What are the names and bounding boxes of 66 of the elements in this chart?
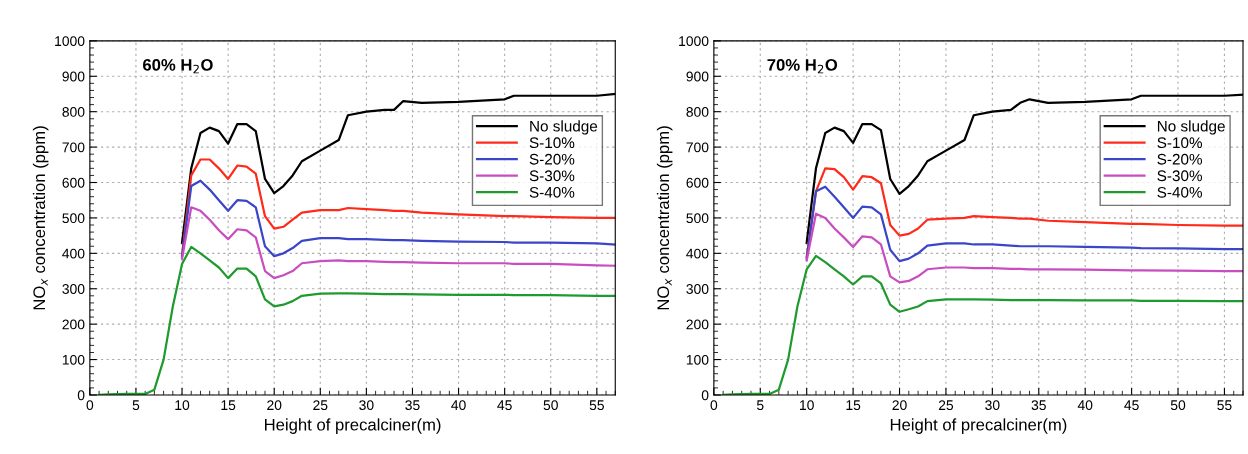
legend-label: S-20% (1157, 153, 1203, 165)
x-tick-label: 45 (497, 400, 512, 411)
x-tick-label: 15 (846, 400, 861, 411)
legend-label: S-10% (1157, 137, 1203, 149)
legend-label: S-40% (1157, 186, 1203, 198)
y-tick-label: 100 (686, 354, 709, 365)
x-axis-title: Height of precalciner(m) (890, 418, 1067, 434)
y-tick-label: 700 (686, 142, 709, 153)
y-tick-label: 1000 (679, 36, 709, 47)
line-series (805, 167, 1244, 258)
legend-label: S-30% (1157, 170, 1203, 182)
legend-label: S-10% (529, 137, 575, 149)
y-tick-label: 700 (62, 142, 85, 153)
y-tick-label: 600 (686, 177, 709, 188)
y-tick-label: 400 (62, 248, 85, 259)
y-tick-label: 1000 (55, 36, 85, 47)
y-axis-title: NO$_{x}$ concentration (ppm) (656, 126, 673, 310)
y-tick-label: 300 (686, 284, 709, 294)
x-tick-label: 5 (132, 400, 140, 411)
x-tick-label: 30 (359, 400, 374, 411)
annotation: 60% H$_{2}$O (143, 58, 213, 74)
y-tick-label: 900 (62, 71, 85, 82)
x-tick-label: 45 (1124, 400, 1139, 411)
line-series (180, 206, 616, 280)
x-tick-label: 40 (1077, 400, 1093, 411)
x-tick-label: 10 (800, 400, 814, 411)
y-tick-label: 400 (686, 248, 709, 259)
legend-label: No sludge (1157, 120, 1225, 135)
y-tick-label: 300 (62, 284, 85, 294)
y-tick-label: 200 (62, 319, 85, 330)
x-tick-label: 55 (589, 400, 604, 411)
x-tick-label: 0 (710, 400, 718, 411)
legend-label: S-20% (529, 153, 575, 165)
x-tick-label: 10 (175, 400, 190, 411)
legend-label: S-40% (529, 186, 575, 198)
x-tick-label: 50 (543, 400, 558, 411)
y-tick-label: 100 (62, 354, 85, 365)
x-tick-label: 15 (221, 400, 236, 411)
x-tick-label: 20 (267, 400, 282, 411)
y-tick-label: 600 (62, 177, 85, 188)
line-series (805, 185, 1244, 263)
x-tick-label: 20 (892, 400, 907, 411)
y-axis-title: NO$_{x}$ concentration (ppm) (32, 126, 49, 310)
x-tick-label: 35 (1031, 400, 1046, 411)
x-tick-label: 0 (86, 400, 94, 411)
legend-label: No sludge (530, 120, 598, 135)
y-tick-label: 800 (686, 107, 709, 117)
line-series (805, 212, 1244, 284)
annotation: 70% H$_{2}$O (767, 58, 838, 74)
y-tick-label: 900 (686, 71, 709, 82)
y-tick-label: 500 (686, 213, 709, 224)
y-tick-label: 0 (701, 390, 709, 401)
x-tick-label: 35 (405, 400, 420, 411)
legend-label: S-30% (529, 170, 575, 182)
y-tick-label: 800 (62, 107, 85, 117)
y-tick-label: 0 (77, 390, 85, 401)
x-tick-label: 5 (756, 400, 764, 411)
x-tick-label: 25 (313, 400, 328, 411)
x-axis-title: Height of precalciner(m) (265, 418, 441, 434)
x-tick-label: 30 (985, 400, 1000, 411)
y-tick-label: 200 (686, 319, 709, 330)
x-tick-label: 50 (1170, 400, 1186, 411)
x-tick-label: 55 (1217, 400, 1232, 411)
x-tick-label: 40 (451, 400, 466, 411)
y-tick-label: 500 (62, 213, 85, 224)
x-tick-label: 25 (938, 400, 954, 411)
